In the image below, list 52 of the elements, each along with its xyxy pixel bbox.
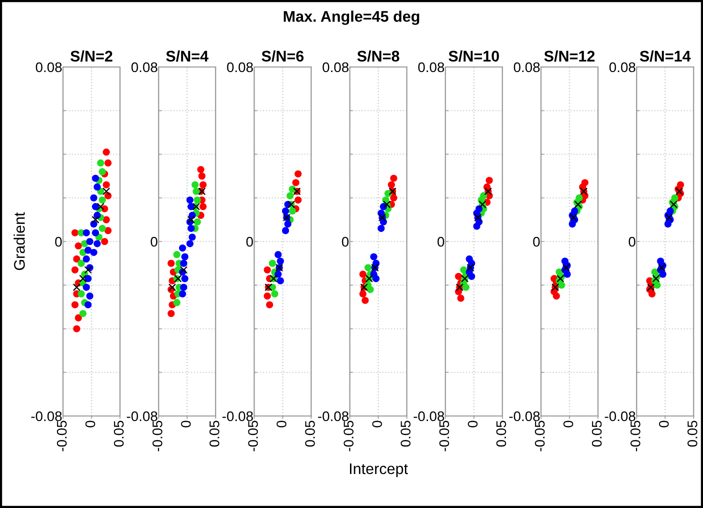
y-tick-label: 0	[150, 236, 158, 247]
x-tick-label: -0.05	[630, 420, 640, 452]
x-tick-label: 0	[85, 420, 96, 428]
x-tick-label: -0.05	[344, 420, 354, 452]
y-tick-label: -0.08	[414, 411, 444, 422]
x-tick-label: 0.05	[305, 420, 315, 447]
y-tick-label: 0	[438, 236, 444, 247]
y-tick-label: 0.08	[227, 62, 253, 72]
y-tick-label: 0.08	[322, 62, 349, 72]
x-tick-label: 0	[563, 420, 574, 428]
y-tick-label: 0	[628, 236, 636, 247]
chart-title: S/N=4	[166, 50, 208, 62]
y-tick-label: -0.08	[509, 411, 540, 422]
text: Max. Angle=45 deg	[284, 10, 420, 25]
y-tick-label: 0	[533, 236, 540, 247]
x-tick-label: -0.05	[248, 420, 258, 452]
y-tick-label: 0.08	[418, 62, 444, 72]
x-tick-label: 0	[468, 420, 478, 428]
x-tick-label: -0.05	[439, 420, 450, 452]
y-tick-label: -0.08	[126, 411, 158, 422]
x-tick-label: 0.05	[400, 420, 411, 447]
y-tick-label: 0.08	[609, 62, 636, 72]
x-tick-label: 0	[658, 420, 669, 428]
x-tick-label: 0.05	[687, 420, 698, 447]
x-tick-label: 0.05	[114, 420, 124, 447]
y-tick-label: 0	[342, 236, 349, 247]
x-tick-label: 0.05	[209, 420, 220, 447]
x-tick-label: 0	[276, 420, 286, 428]
x-tick-label: -0.05	[56, 420, 67, 452]
chart-title: S/N=8	[357, 50, 400, 62]
y-tick-label: 0.08	[36, 62, 62, 72]
chart-title: S/N=14	[640, 50, 691, 62]
chart-title: S/N=2	[70, 50, 112, 62]
x-tick-label: 0.05	[496, 420, 506, 447]
y-axis-title: Gradient	[14, 212, 25, 270]
y-tick-label: -0.08	[604, 411, 636, 422]
y-tick-label: 0.08	[514, 62, 540, 72]
y-tick-label: -0.08	[222, 411, 253, 422]
y-tick-label: 0.08	[131, 62, 158, 72]
x-tick-label: 0	[372, 420, 382, 428]
chart-title: S/N=6	[262, 50, 304, 62]
y-tick-label: -0.08	[318, 411, 349, 422]
y-tick-label: 0	[55, 236, 62, 247]
x-tick-label: 0	[180, 420, 191, 428]
y-tick-label: -0.08	[31, 411, 62, 422]
chart-title: S/N=12	[544, 50, 595, 62]
x-tick-label: 0.05	[592, 420, 602, 447]
y-tick-label: 0	[246, 236, 253, 247]
chart-title: S/N=10	[448, 50, 499, 62]
x-tick-label: -0.05	[152, 420, 162, 452]
x-tick-label: -0.05	[534, 420, 545, 452]
x-axis-title: Intercept	[350, 463, 408, 478]
